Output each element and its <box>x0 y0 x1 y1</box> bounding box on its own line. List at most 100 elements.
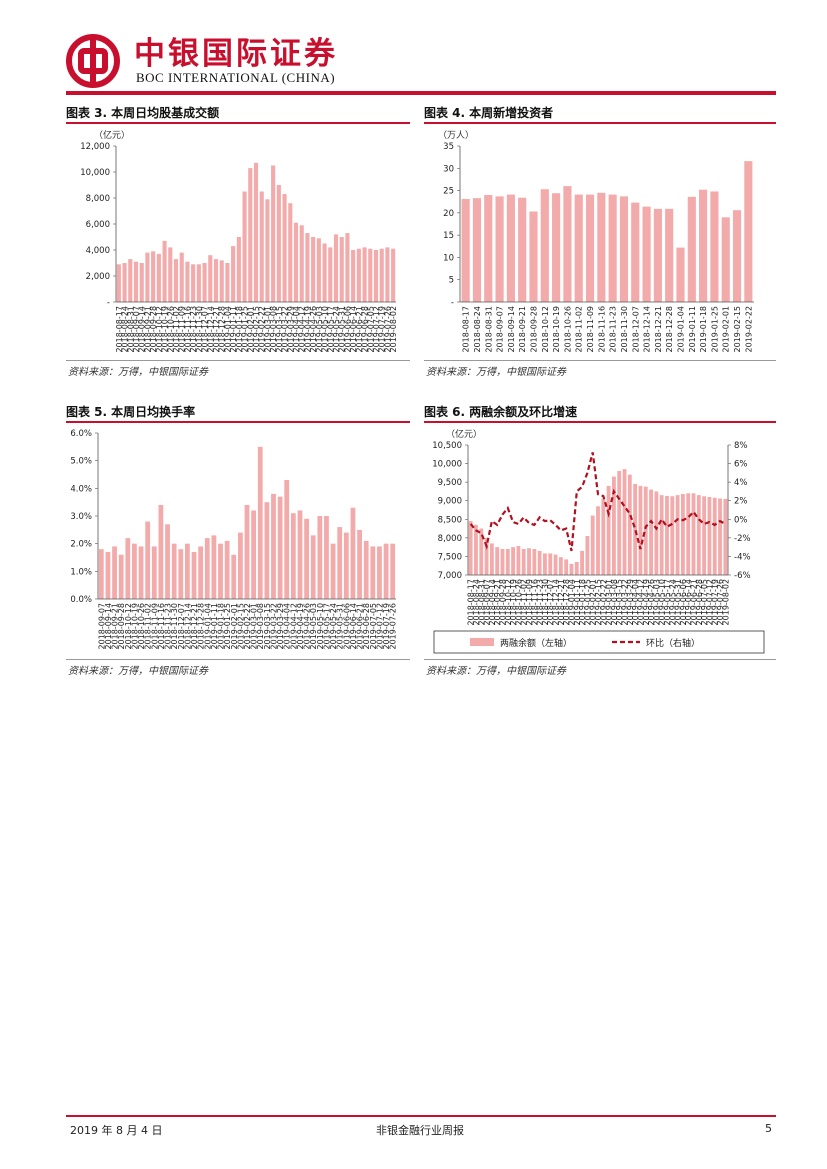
x-tick-label: 2019-02-01 <box>722 306 731 353</box>
bar <box>112 546 117 599</box>
title-divider <box>66 122 410 124</box>
x-tick-label: 2019-03-15 <box>275 306 284 353</box>
x-tick-label: 2019-03-01 <box>263 306 272 353</box>
bar <box>282 194 287 302</box>
x-tick-label: 2019-04-26 <box>309 306 318 353</box>
bar <box>264 502 270 599</box>
bar <box>202 263 207 302</box>
bar <box>676 247 685 302</box>
bar <box>721 217 730 302</box>
bar <box>511 547 516 575</box>
x-tick-label: 2018-12-14 <box>552 579 561 626</box>
brand-name-cn: 中银国际证券 <box>134 36 338 72</box>
bar <box>311 237 316 302</box>
x-tick-label: 2019-03-08 <box>256 603 265 650</box>
bar <box>649 489 653 575</box>
bar <box>132 543 137 599</box>
bar <box>225 263 230 302</box>
chart-panel-6: 图表 6. 两融余额及环比增速 （亿元） 7,000 7,500 8,000 8,500 9… <box>424 403 776 678</box>
bar <box>744 161 753 302</box>
y-axis-unit: （亿元） <box>446 428 482 440</box>
x-tick-label: 2019-03-29 <box>286 306 295 353</box>
y-axis-unit: （亿元） <box>94 129 130 141</box>
bar <box>173 259 179 302</box>
bar <box>710 191 719 302</box>
x-tick-label: 2019-01-04 <box>568 579 577 626</box>
page-number: 5 <box>765 1122 772 1135</box>
y2-tick-label: 2% <box>734 497 748 507</box>
chart-title: 图表 3. 本周日均股基成交额 <box>66 104 223 121</box>
bar <box>691 493 696 575</box>
x-tick-label: 2018-09-21 <box>143 306 152 353</box>
chart-name: 两融余额及环比增速 <box>469 405 578 419</box>
bar <box>500 549 505 575</box>
bar <box>505 549 510 575</box>
bar <box>687 196 696 302</box>
x-tick-label: 2018-08-24 <box>121 306 130 353</box>
bar <box>151 251 156 302</box>
bar <box>276 185 281 302</box>
x-tick-label: 2019-06-28 <box>695 579 704 626</box>
y-tick-label: 8,500 <box>438 515 462 525</box>
source-divider <box>424 360 776 361</box>
bar <box>98 549 104 599</box>
chart-name: 本周新增投资者 <box>469 106 554 120</box>
bar <box>564 559 569 575</box>
x-tick-label: 2019-02-01 <box>230 603 239 650</box>
x-tick-label: 2018-11-16 <box>530 579 539 626</box>
title-divider <box>66 421 410 423</box>
x-tick-label: 2019-03-01 <box>250 603 259 650</box>
bar <box>379 248 384 302</box>
bar <box>718 498 722 575</box>
chart-daily-turnover-rate: 0.0%1.0%2.0%3.0%4.0%5.0%6.0%2018-09-0720… <box>70 429 397 650</box>
bar <box>474 524 478 575</box>
x-tick-label: 2019-04-19 <box>296 603 305 650</box>
x-tick-label: 2019-03-29 <box>626 579 635 626</box>
bar <box>165 524 170 599</box>
x-tick-label: 2019-07-05 <box>366 306 375 353</box>
bar <box>198 546 204 599</box>
bar <box>495 196 504 302</box>
x-tick-label: 2019-01-25 <box>223 603 232 650</box>
y2-tick-label: 6% <box>734 460 748 470</box>
boc-logo-icon <box>66 34 120 88</box>
x-tick-label: 2018-12-14 <box>206 306 215 353</box>
x-tick-label: 2019-07-12 <box>375 603 384 650</box>
y-tick-label: 7,000 <box>438 571 462 581</box>
source-note: 资料来源：万得，中银国际证券 <box>426 367 566 378</box>
bar <box>162 240 167 302</box>
x-tick-label: 2019-01-18 <box>217 603 226 650</box>
bar <box>461 199 470 302</box>
x-tick-label: 2018-11-30 <box>170 603 179 650</box>
x-tick-label: 2019-07-26 <box>716 579 725 626</box>
x-tick-label: 2019-03-08 <box>269 306 278 353</box>
bar <box>543 553 547 575</box>
x-tick-label: 2018-12-28 <box>665 306 674 353</box>
bar <box>390 543 396 599</box>
x-tick-label: 2019-01-04 <box>677 306 686 353</box>
x-tick-label: 2019-03-22 <box>281 306 290 353</box>
bar <box>553 554 558 575</box>
x-tick-label: 2019-06-06 <box>679 579 688 626</box>
bar <box>558 557 563 575</box>
bar <box>158 504 164 599</box>
x-tick-label: 2018-08-17 <box>467 579 476 626</box>
bar <box>606 485 611 575</box>
x-tick-label: 2019-04-26 <box>303 603 312 650</box>
bar <box>631 202 640 302</box>
x-tick-label: 2019-06-21 <box>356 603 365 650</box>
title-divider <box>424 122 776 124</box>
x-tick-label: 2018-08-17 <box>115 306 124 353</box>
chart-panel-5: 图表 5. 本周日均换手率 0.0% 1.0% 2.0% 3.0% 4.0% 5.0% 6.0… <box>66 403 410 678</box>
x-tick-label: 2019-01-11 <box>688 306 697 353</box>
bar <box>527 548 531 575</box>
x-tick-label: 2019-05-31 <box>338 306 347 353</box>
bar <box>290 513 296 599</box>
x-tick-label: 2019-06-14 <box>349 603 358 650</box>
x-tick-label: 2019-02-15 <box>252 306 261 353</box>
x-tick-label: 2018-11-09 <box>586 306 595 353</box>
x-tick-label: 2018-11-23 <box>189 306 198 353</box>
x-tick-label: 2019-05-24 <box>329 603 338 650</box>
x-tick-label: 2019-05-31 <box>336 603 345 650</box>
bar <box>686 493 691 575</box>
